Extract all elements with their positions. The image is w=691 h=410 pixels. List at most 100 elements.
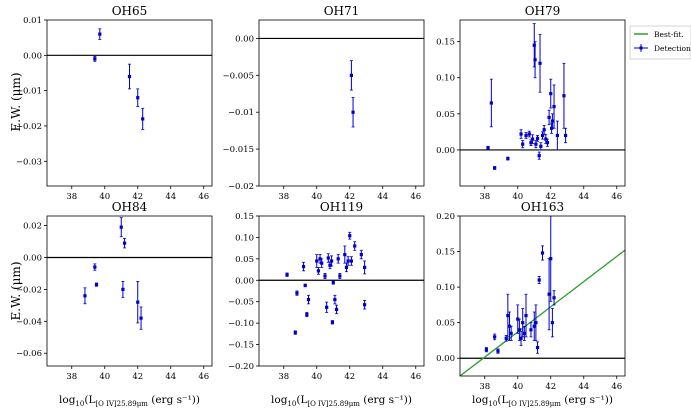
axes-frame bbox=[46, 19, 213, 187]
point-marker bbox=[334, 307, 339, 312]
point-marker bbox=[320, 261, 324, 265]
point-marker bbox=[506, 156, 510, 161]
x-tick-label: 38 bbox=[66, 372, 77, 382]
data-point bbox=[325, 301, 329, 313]
point-marker bbox=[507, 324, 512, 328]
y-tick-label: 0.20 bbox=[436, 212, 455, 222]
data-point bbox=[550, 113, 554, 129]
data-point bbox=[521, 308, 525, 338]
y-tick-label: 0.00 bbox=[436, 354, 455, 364]
point-marker bbox=[325, 305, 329, 309]
data-point bbox=[552, 290, 556, 306]
panel-title: OH163 bbox=[521, 200, 564, 214]
data-point bbox=[334, 304, 339, 315]
point-marker bbox=[532, 324, 536, 328]
point-marker bbox=[524, 313, 528, 318]
point-marker bbox=[542, 128, 546, 132]
data-point bbox=[336, 254, 340, 264]
y-tick-label: −0.20 bbox=[228, 362, 254, 372]
point-marker bbox=[344, 265, 349, 270]
point-marker bbox=[509, 331, 513, 335]
legend: Best-fit. Detections bbox=[629, 25, 691, 60]
point-marker bbox=[349, 73, 353, 77]
point-marker bbox=[305, 312, 309, 317]
plot-area bbox=[460, 216, 625, 376]
y-axis-label-top: E.W. (μm) bbox=[9, 73, 23, 132]
data-point bbox=[506, 293, 510, 338]
point-marker bbox=[363, 265, 367, 270]
data-point bbox=[550, 308, 554, 338]
data-point bbox=[538, 34, 542, 93]
y-tick-label: 0.05 bbox=[436, 110, 455, 120]
x-tick-label: 42 bbox=[545, 192, 556, 202]
point-marker bbox=[496, 349, 500, 353]
point-marker bbox=[538, 61, 542, 65]
panel-title: OH84 bbox=[112, 200, 148, 214]
y-tick-label: −0.03 bbox=[16, 157, 42, 167]
point-marker bbox=[540, 133, 545, 138]
data-point bbox=[534, 140, 538, 149]
point-marker bbox=[363, 303, 367, 307]
point-marker bbox=[328, 263, 332, 267]
y-tick-label: −0.01 bbox=[16, 87, 42, 97]
point-marker bbox=[326, 256, 330, 260]
data-point bbox=[333, 294, 337, 305]
x-tick-label: 40 bbox=[99, 372, 110, 382]
data-point bbox=[517, 318, 521, 341]
data-point bbox=[493, 166, 497, 170]
point-marker bbox=[537, 154, 541, 158]
point-marker bbox=[550, 119, 554, 123]
data-point bbox=[127, 63, 132, 90]
y-tick-label: −0.05 bbox=[228, 298, 254, 308]
data-point bbox=[346, 256, 350, 266]
point-marker bbox=[351, 110, 355, 114]
data-point bbox=[343, 245, 347, 264]
data-point bbox=[285, 272, 289, 277]
point-marker bbox=[493, 166, 497, 170]
point-marker bbox=[547, 115, 551, 120]
x-tick-label: 38 bbox=[278, 372, 289, 382]
data-point bbox=[496, 348, 500, 354]
data-point bbox=[509, 325, 513, 341]
panel-oh79: OH79 38 40 42 44 46 0.15 0.10 0.05 0.00 bbox=[436, 4, 626, 202]
point-marker bbox=[486, 146, 490, 150]
x-tick-label: 38 bbox=[479, 382, 490, 392]
y-tick-label: −0.02 bbox=[228, 182, 254, 192]
data-point bbox=[484, 347, 488, 353]
x-tick-label: 40 bbox=[311, 372, 322, 382]
data-point bbox=[529, 322, 533, 338]
axes-frame bbox=[258, 215, 425, 367]
data-point bbox=[535, 341, 540, 354]
point-marker bbox=[330, 259, 334, 263]
y-tick-label: 0.00 bbox=[235, 34, 254, 44]
y-tick-label: 0.10 bbox=[235, 233, 254, 243]
point-marker bbox=[338, 274, 342, 278]
x-tick-label: 38 bbox=[66, 192, 77, 202]
axes-frame bbox=[46, 215, 213, 367]
point-marker bbox=[521, 142, 525, 146]
point-marker bbox=[127, 74, 132, 79]
point-marker bbox=[519, 132, 523, 136]
data-point bbox=[305, 312, 309, 318]
panel-oh163: OH163 38 40 42 44 46 0.20 0.15 0.10 0.05 0.00 bbox=[436, 200, 626, 392]
point-marker bbox=[139, 316, 143, 320]
point-marker bbox=[562, 94, 566, 98]
y-tick-label: −0.02 bbox=[16, 285, 42, 295]
data-point bbox=[533, 41, 537, 79]
data-point bbox=[141, 107, 145, 130]
data-point bbox=[506, 156, 510, 161]
data-point bbox=[315, 254, 319, 268]
data-point bbox=[349, 60, 353, 91]
x-tick-label: 42 bbox=[132, 372, 143, 382]
x-tick-label: 44 bbox=[165, 192, 176, 202]
panels-group: OH65 38 40 42 44 46 0.01 0.00 −0.01 −0.02 −0.03 OH7… bbox=[16, 4, 626, 392]
y-tick-label: 0.15 bbox=[436, 38, 455, 48]
y-tick-label: −0.04 bbox=[16, 317, 42, 327]
x-tick-label: 44 bbox=[578, 382, 589, 392]
data-point bbox=[326, 253, 330, 263]
y-tick-label: 0.00 bbox=[235, 276, 254, 286]
plot-area bbox=[47, 28, 212, 130]
data-point bbox=[527, 130, 531, 138]
point-marker bbox=[349, 259, 353, 263]
